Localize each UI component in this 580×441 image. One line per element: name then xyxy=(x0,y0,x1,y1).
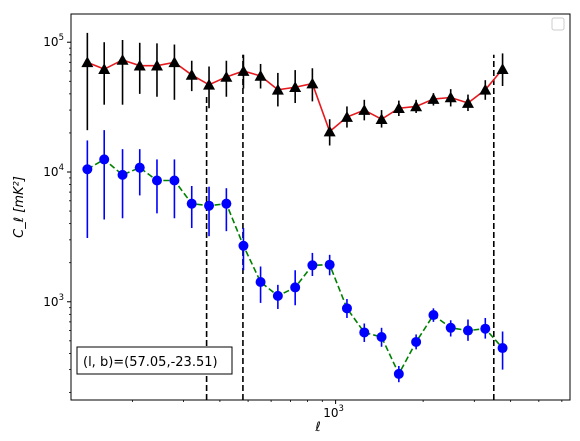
y-axis-label: C_ℓ [mK²] xyxy=(12,176,27,238)
series-1-marker-22 xyxy=(462,325,473,336)
series-1-marker-0 xyxy=(82,164,93,175)
series-1-marker-19 xyxy=(411,336,422,347)
series-1-marker-24 xyxy=(497,343,508,354)
series-0-marker-15 xyxy=(340,111,353,122)
series-0-marker-12 xyxy=(289,81,302,93)
series-1-marker-10 xyxy=(255,277,266,288)
legend-box xyxy=(551,17,565,31)
series-1-marker-7 xyxy=(204,200,215,211)
series-1-marker-14 xyxy=(324,259,335,270)
x-axis-label: ℓ xyxy=(314,420,320,435)
series-0-marker-17 xyxy=(375,113,388,125)
y-tick-label-2: 105 xyxy=(43,33,64,49)
series-0-marker-9 xyxy=(237,65,250,76)
series-0-marker-19 xyxy=(410,100,423,112)
series-0-marker-14 xyxy=(323,125,336,137)
series-1-marker-5 xyxy=(169,175,180,186)
y-tick-label-1: 104 xyxy=(43,163,64,179)
series-1-marker-6 xyxy=(186,198,197,209)
annotation-text: (l, b)=(57.05,-23.51) xyxy=(83,355,218,370)
series-0-marker-24 xyxy=(496,63,509,74)
series-0-marker-18 xyxy=(392,102,405,114)
series-0-marker-22 xyxy=(461,97,474,108)
series-0-marker-3 xyxy=(133,59,146,71)
x-tick-label-0: 103 xyxy=(323,404,344,420)
series-0-marker-21 xyxy=(444,91,457,103)
series-1-marker-9 xyxy=(238,240,249,251)
series-0-marker-20 xyxy=(427,93,440,104)
series-1-marker-3 xyxy=(134,162,145,173)
series-0-marker-2 xyxy=(116,53,129,65)
series-1-marker-12 xyxy=(290,282,301,293)
series-1-marker-1 xyxy=(99,154,110,165)
series-1-marker-4 xyxy=(151,175,162,186)
series-0-marker-7 xyxy=(203,78,216,90)
series-1-marker-2 xyxy=(117,169,128,180)
series-1-marker-23 xyxy=(480,323,491,334)
plot-frame xyxy=(70,13,571,401)
series-0 xyxy=(81,32,509,146)
series-0-marker-10 xyxy=(254,69,267,81)
series-1-marker-15 xyxy=(341,303,352,314)
series-0-marker-1 xyxy=(98,63,111,74)
series-1-marker-17 xyxy=(376,332,387,343)
series-0-marker-4 xyxy=(150,59,163,71)
series-0-marker-23 xyxy=(479,83,492,95)
series-1 xyxy=(82,130,508,383)
series-1-marker-20 xyxy=(428,310,439,321)
series-1-marker-8 xyxy=(221,198,232,209)
annotation-frame xyxy=(76,346,233,375)
ticks-layer: 103 103 104 105 xyxy=(43,33,563,420)
series-1-marker-13 xyxy=(307,260,318,271)
series-1-marker-21 xyxy=(445,322,456,333)
series-0-marker-0 xyxy=(81,56,94,68)
y-tick-label-0: 103 xyxy=(43,293,64,309)
series-0-marker-6 xyxy=(185,68,198,80)
plot-area xyxy=(81,32,509,400)
series-0-marker-5 xyxy=(168,56,181,68)
series-0-marker-13 xyxy=(306,77,319,89)
annotation-box: (l, b)=(57.05,-23.51) xyxy=(76,346,233,375)
series-1-marker-16 xyxy=(359,327,370,338)
series-0-marker-8 xyxy=(220,70,233,82)
series-0-marker-11 xyxy=(271,83,284,95)
series-0-marker-16 xyxy=(358,104,371,115)
series-1-marker-18 xyxy=(393,368,404,379)
series-1-marker-11 xyxy=(272,290,283,301)
